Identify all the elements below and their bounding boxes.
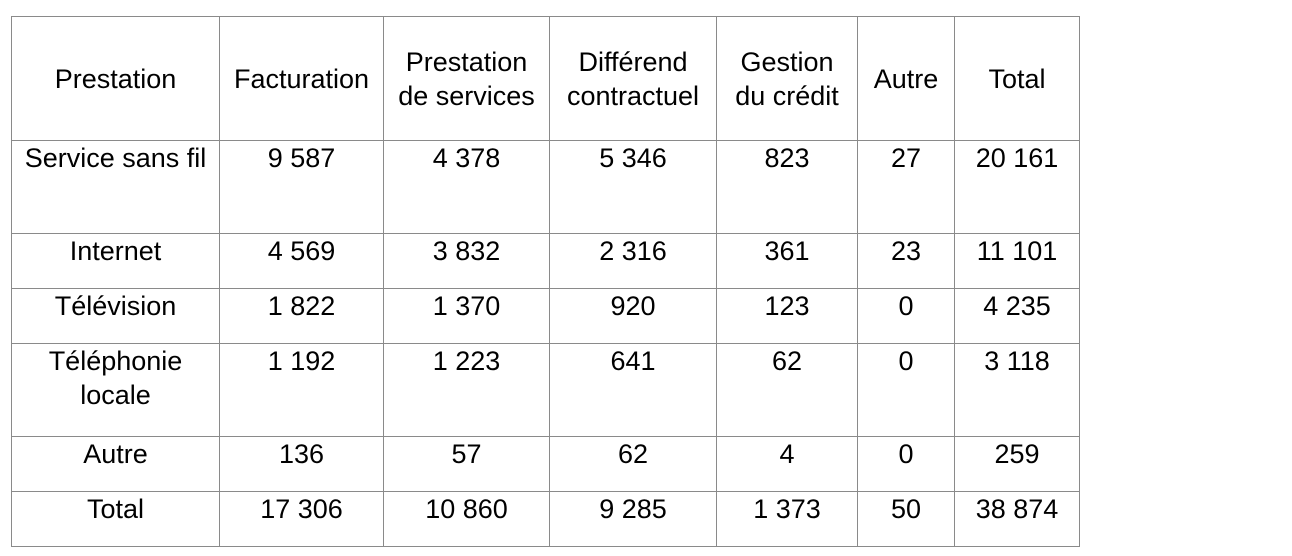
table-cell: 4 [716,436,858,492]
row-label: Internet [11,233,220,289]
table-row: Service sans fil 9 587 4 378 5 346 823 2… [11,140,1080,234]
table-cell: 38 874 [954,491,1080,547]
header-prestation: Prestation [11,16,220,141]
table-cell: 920 [549,288,717,344]
table-cell: 3 118 [954,343,1080,437]
table-cell: 17 306 [219,491,384,547]
table-cell: 10 860 [383,491,550,547]
header-prestation-de-services: Prestation de services [383,16,550,141]
header-row: Prestation Facturation Prestation de ser… [11,16,1080,141]
row-label: Autre [11,436,220,492]
table-cell: 259 [954,436,1080,492]
table-cell: 4 569 [219,233,384,289]
table-row: Télévision 1 822 1 370 920 123 0 4 235 [11,288,1080,344]
table-cell: 62 [716,343,858,437]
header-differend-contractuel: Différend contractuel [549,16,717,141]
table-cell: 50 [857,491,955,547]
complaints-table: Prestation Facturation Prestation de ser… [11,16,1080,547]
table-cell: 0 [857,436,955,492]
table-cell: 11 101 [954,233,1080,289]
row-label: Total [11,491,220,547]
table-cell: 0 [857,288,955,344]
row-label: Télévision [11,288,220,344]
table-cell: 1 192 [219,343,384,437]
row-label: Service sans fil [11,140,220,234]
table-cell: 641 [549,343,717,437]
header-gestion-du-credit: Gestion du crédit [716,16,858,141]
table-cell: 123 [716,288,858,344]
table-cell: 361 [716,233,858,289]
table-cell: 823 [716,140,858,234]
row-label: Téléphonie locale [11,343,220,437]
table-cell: 1 822 [219,288,384,344]
table-cell: 1 223 [383,343,550,437]
table-cell: 5 346 [549,140,717,234]
table-cell: 62 [549,436,717,492]
header-autre: Autre [857,16,955,141]
table-cell: 23 [857,233,955,289]
table-cell: 20 161 [954,140,1080,234]
table-row: Internet 4 569 3 832 2 316 361 23 11 101 [11,233,1080,289]
table-row: Téléphonie locale 1 192 1 223 641 62 0 3… [11,343,1080,437]
table-row: Autre 136 57 62 4 0 259 [11,436,1080,492]
table-cell: 136 [219,436,384,492]
table-cell: 9 285 [549,491,717,547]
table-cell: 1 370 [383,288,550,344]
table-cell: 9 587 [219,140,384,234]
table-cell: 57 [383,436,550,492]
table-cell: 27 [857,140,955,234]
table-cell: 4 235 [954,288,1080,344]
table-cell: 2 316 [549,233,717,289]
table-cell: 0 [857,343,955,437]
header-total: Total [954,16,1080,141]
total-row: Total 17 306 10 860 9 285 1 373 50 38 87… [11,491,1080,547]
table-cell: 3 832 [383,233,550,289]
table-cell: 4 378 [383,140,550,234]
table-cell: 1 373 [716,491,858,547]
header-facturation: Facturation [219,16,384,141]
